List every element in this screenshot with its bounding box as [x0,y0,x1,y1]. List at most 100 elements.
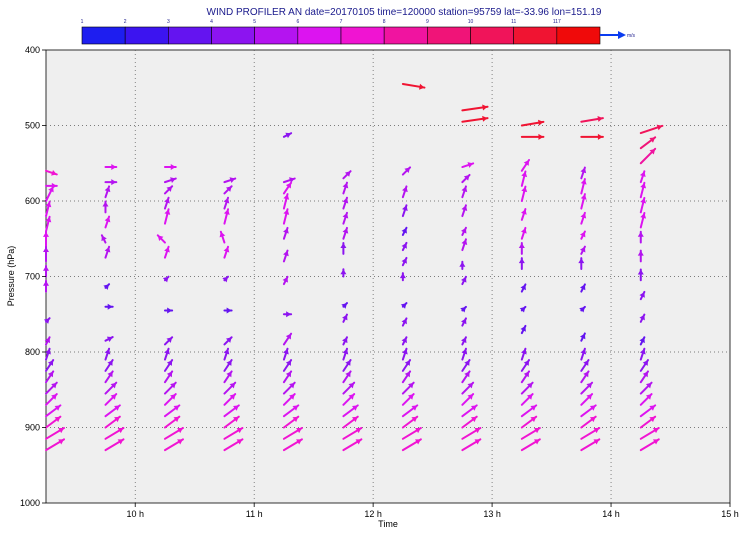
colorbar-label: 4 [210,19,213,25]
wind-arrow [223,438,244,452]
x-axis-label: Time [378,519,398,529]
wind-arrow [580,381,594,395]
x-tick-label: 12 h [364,509,382,519]
colorbar-label: 3 [167,19,170,25]
wind-arrow [223,307,233,314]
wind-arrow [637,249,644,263]
colorbar-label: 117 [553,19,561,25]
wind-arrow [45,404,62,418]
colorbar-swatch [168,26,212,45]
wind-arrow [156,234,166,244]
wind-arrow [162,275,170,283]
wind-arrow [104,370,114,384]
y-tick-label: 700 [25,272,40,282]
wind-arrow [520,133,545,140]
wind-arrow [401,415,419,429]
colorbar-swatch [427,26,471,45]
wind-arrow [342,370,352,384]
wind-arrow [282,427,303,440]
legend-unit: m/s [627,33,636,39]
wind-arrow [163,177,177,184]
wind-arrow [43,230,49,248]
wind-arrow [461,185,468,199]
wind-arrow [401,204,408,218]
wind-arrow [104,359,114,372]
wind-arrow [43,264,49,278]
colorbar-swatch [513,26,558,45]
plot-area [45,49,731,504]
colorbar-swatch [124,26,169,45]
legend-arrow-head [618,31,626,39]
wind-arrow [163,393,177,406]
wind-arrow [282,181,293,195]
wind-arrow [223,404,240,418]
wind-arrow [163,359,174,372]
wind-arrow [580,115,604,123]
wind-arrow [401,185,408,199]
x-tick-label: 13 h [483,509,501,519]
wind-arrow [639,313,646,323]
wind-arrow [580,415,597,429]
wind-arrow [520,170,528,187]
y-tick-label: 1000 [20,498,40,508]
colorbar-label: 7 [340,19,343,25]
wind-arrow [520,381,534,395]
wind-arrow [282,347,289,361]
wind-arrow [342,393,356,406]
y-axis: 400 500 600 700 800 900 1000 [20,45,46,508]
wind-arrow [639,404,657,418]
wind-arrow [580,178,587,195]
wind-arrow [461,347,468,361]
wind-arrow [639,136,657,150]
colorbar-swatch [556,26,601,45]
colorbar-swatch [340,26,385,45]
wind-arrow [223,185,233,195]
wind-arrow [580,211,587,225]
wind-arrow [45,169,58,176]
wind-arrow [401,438,422,452]
wind-arrow [639,415,657,429]
wind-arrow [342,359,352,372]
wind-arrow [401,370,412,384]
wind-arrow [104,185,111,199]
wind-arrow [282,249,289,263]
wind-arrow [461,173,471,184]
wind-arrow [163,307,174,314]
wind-arrow [282,208,290,225]
colorbar-label: 8 [383,19,386,25]
colorbar-label: 2 [124,19,127,25]
wind-arrow [399,272,406,282]
wind-arrow [579,332,586,342]
wind-arrow [461,359,471,372]
wind-arrow [520,283,527,293]
wind-arrow [282,404,300,418]
wind-arrow [104,347,111,361]
wind-arrow [639,370,649,384]
colorbar-swatch [383,26,428,45]
wind-arrow [45,200,52,218]
wind-arrow [461,226,467,236]
wind-arrow [219,230,226,244]
wind-arrow [104,179,118,186]
wind-arrow [163,196,170,210]
wind-arrow [461,238,468,252]
wind-arrow [578,257,585,270]
wind-arrow [282,393,296,406]
wind-arrow [163,370,174,384]
wind-arrow [580,370,590,384]
wind-arrow [639,170,646,184]
colorbar-label: 9 [426,19,429,25]
wind-arrow [342,415,359,429]
wind-arrow [282,415,300,429]
wind-arrow [401,336,408,346]
wind-arrow [104,245,111,259]
wind-arrow [519,305,527,313]
wind-arrow [104,164,118,171]
wind-arrow [401,427,422,440]
wind-arrow [43,279,49,293]
wind-arrow [163,415,181,429]
x-axis: 10 h 11 h 12 h 13 h 14 h 15 h [126,503,739,519]
wind-arrow [223,415,240,429]
wind-arrow [45,347,51,361]
wind-arrow [580,359,590,372]
